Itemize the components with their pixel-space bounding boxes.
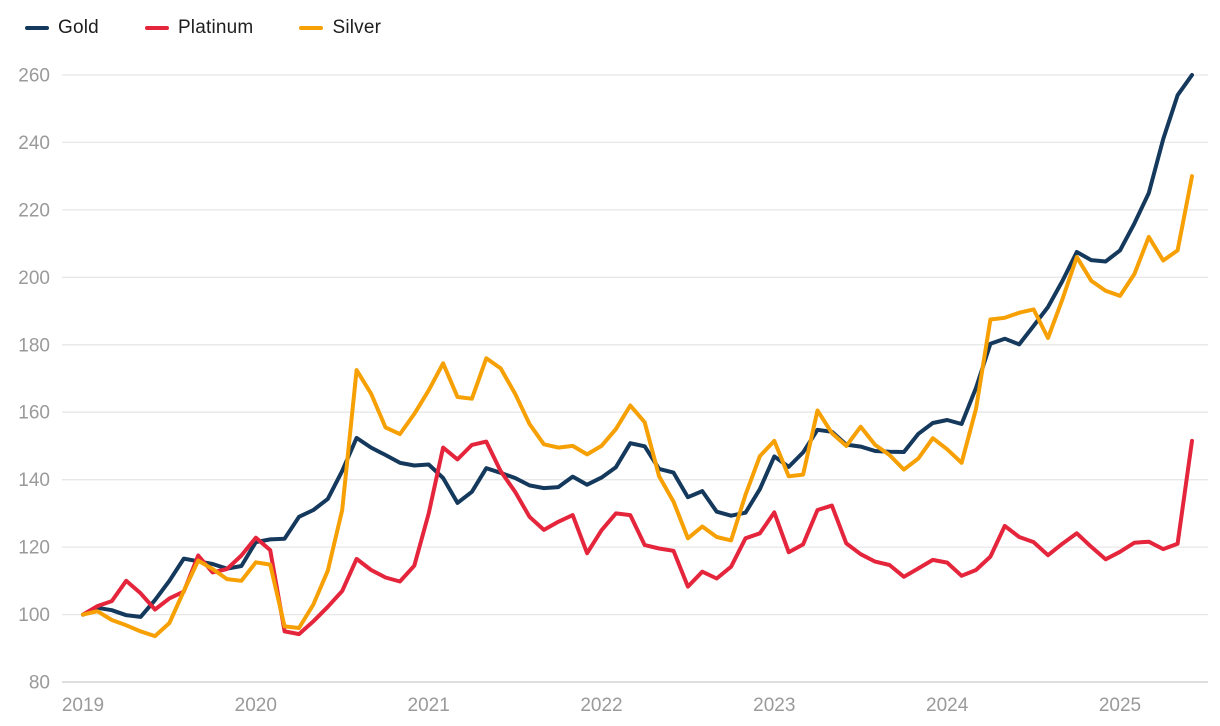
y-tick-label: 100 xyxy=(18,605,50,626)
legend-label-gold: Gold xyxy=(58,17,99,38)
x-tick-label: 2024 xyxy=(926,695,969,716)
x-tick-label: 2022 xyxy=(580,695,622,716)
y-tick-label: 80 xyxy=(29,673,50,694)
y-tick-label: 260 xyxy=(18,66,50,87)
series-line-gold xyxy=(81,73,1194,619)
x-tick-label: 2025 xyxy=(1099,695,1141,716)
x-tick-label: 2019 xyxy=(62,695,104,716)
series-line-platinum xyxy=(81,438,1194,637)
legend-item-platinum[interactable]: Platinum xyxy=(144,17,254,39)
y-tick-label: 200 xyxy=(18,268,50,289)
y-tick-label: 160 xyxy=(18,403,50,424)
legend: Gold Platinum Silver xyxy=(25,17,381,39)
legend-item-gold[interactable]: Gold xyxy=(25,17,99,39)
x-tick-label: 2020 xyxy=(235,695,277,716)
legend-label-platinum: Platinum xyxy=(177,17,254,38)
gold-line-swatch-icon xyxy=(25,26,49,30)
y-tick-label: 240 xyxy=(18,133,50,154)
platinum-line-swatch-icon xyxy=(144,26,169,30)
x-tick-label: 2023 xyxy=(753,695,795,716)
y-tick-label: 140 xyxy=(18,470,50,491)
silver-line-swatch-icon xyxy=(299,26,324,30)
series-line-silver xyxy=(81,174,1194,639)
y-tick-label: 220 xyxy=(18,200,50,221)
x-tick-label: 2021 xyxy=(408,695,450,716)
legend-item-silver[interactable]: Silver xyxy=(299,17,381,39)
legend-label-silver: Silver xyxy=(332,17,382,38)
y-tick-label: 120 xyxy=(18,538,50,559)
y-tick-label: 180 xyxy=(18,335,50,356)
